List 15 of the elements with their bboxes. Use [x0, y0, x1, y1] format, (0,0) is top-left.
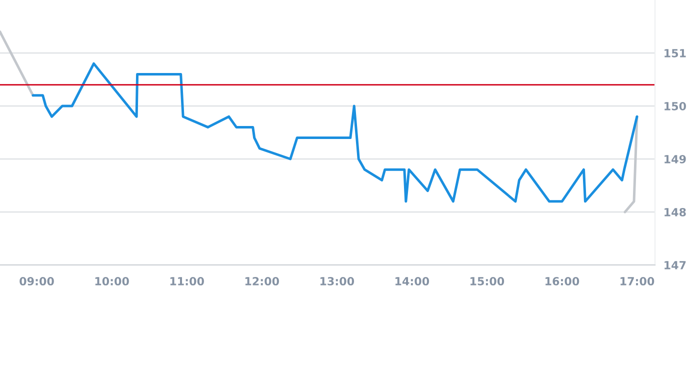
- x-tick-label: 16:00: [546, 277, 580, 286]
- x-tick-label: 09:00: [20, 277, 54, 286]
- y-tick-label: 149: [664, 154, 686, 164]
- x-tick-label: 10:00: [95, 277, 129, 286]
- x-tick-label: 14:00: [395, 277, 430, 286]
- x-tick-label: 17:00: [620, 277, 654, 286]
- y-tick-label: 148: [664, 208, 686, 216]
- line-series: [32, 62, 638, 203]
- x-tick-label: 15:00: [470, 277, 504, 286]
- y-tick-label: 150: [664, 102, 686, 110]
- y-tick-label: 151: [664, 49, 686, 58]
- x-tick-label: 12:00: [245, 277, 280, 286]
- y-tick-label: 147: [664, 261, 686, 270]
- x-tick-label: 13:00: [320, 277, 354, 286]
- x-tick-label: 11:00: [170, 277, 204, 286]
